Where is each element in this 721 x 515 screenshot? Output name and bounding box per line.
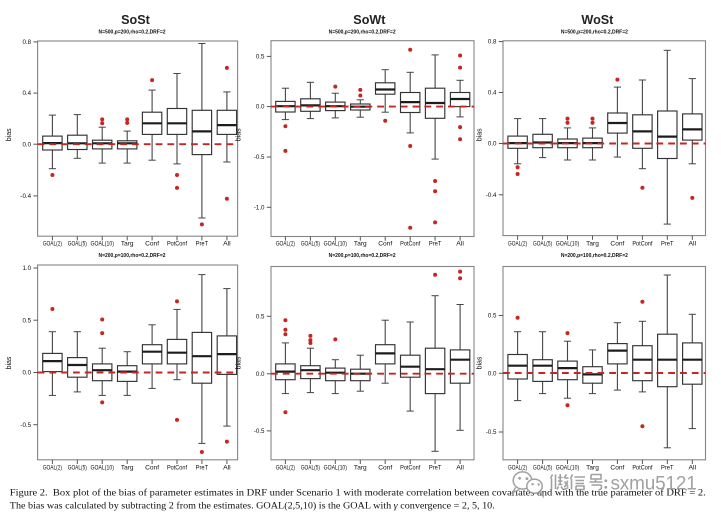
svg-text:Targ: Targ [121, 465, 134, 472]
svg-text:GOAL(5): GOAL(5) [533, 465, 552, 472]
svg-text:GOAL(10): GOAL(10) [91, 465, 114, 472]
svg-text:PreT: PreT [661, 465, 674, 472]
svg-text:bias: bias [236, 128, 243, 141]
svg-text:bias: bias [6, 128, 13, 141]
svg-text:GOAL(5): GOAL(5) [301, 240, 320, 247]
svg-text:GOAL(2): GOAL(2) [508, 240, 527, 247]
svg-text:0.4: 0.4 [488, 90, 497, 97]
svg-text:1.0: 1.0 [22, 265, 31, 272]
svg-text:All: All [689, 240, 697, 247]
svg-text:All: All [456, 240, 464, 247]
svg-text:GOAL(10): GOAL(10) [556, 465, 579, 472]
svg-text:GOAL(5): GOAL(5) [533, 240, 552, 247]
svg-text:Targ: Targ [121, 240, 134, 247]
svg-text:All: All [456, 465, 464, 472]
svg-text:Targ: Targ [354, 240, 367, 247]
svg-text:All: All [223, 465, 231, 472]
svg-text:All: All [689, 465, 697, 472]
svg-text:GOAL(5): GOAL(5) [301, 465, 320, 472]
svg-text:PotConf: PotConf [632, 240, 652, 247]
svg-text:Conf: Conf [378, 465, 392, 472]
svg-text:0.0: 0.0 [22, 141, 31, 148]
svg-text:Conf: Conf [145, 465, 159, 472]
svg-text:PotConf: PotConf [400, 240, 420, 247]
svg-text:N=500,p=200,rho=0.2,DRF=2: N=500,p=200,rho=0.2,DRF=2 [329, 30, 396, 36]
svg-text:Figure 2. Box plot of the bia: Figure 2. Box plot of the bias of parame… [10, 488, 706, 499]
svg-text:GOAL(2): GOAL(2) [43, 465, 62, 472]
svg-text:GOAL(10): GOAL(10) [91, 240, 114, 247]
svg-text:PotConf: PotConf [167, 465, 187, 472]
svg-text:Targ: Targ [586, 465, 599, 472]
svg-text:Conf: Conf [378, 240, 392, 247]
svg-text:N=500,p=200,rho=0.2,DRF=2: N=500,p=200,rho=0.2,DRF=2 [561, 30, 628, 36]
svg-text:-0.5: -0.5 [486, 429, 497, 436]
svg-text:GOAL(10): GOAL(10) [556, 240, 579, 247]
svg-text:0.0: 0.0 [488, 141, 497, 148]
svg-text:-0.5: -0.5 [20, 422, 31, 429]
svg-text:The bias was calculated by sub: The bias was calculated by subtracting 2… [10, 500, 495, 511]
svg-text:-0.5: -0.5 [254, 154, 265, 161]
svg-text:GOAL(10): GOAL(10) [324, 465, 347, 472]
svg-text:Conf: Conf [145, 240, 159, 247]
svg-text:N=200,p=100,rho=0.2,DRF=2: N=200,p=100,rho=0.2,DRF=2 [99, 253, 166, 259]
svg-text:N=200,p=100,rho=0.2,DRF=2: N=200,p=100,rho=0.2,DRF=2 [561, 253, 628, 259]
svg-text:SoSt: SoSt [121, 13, 150, 27]
svg-text:sxmu5121: sxmu5121 [611, 474, 697, 495]
svg-text:PreT: PreT [196, 465, 209, 472]
svg-text:bias: bias [236, 356, 243, 369]
svg-text:bias: bias [477, 128, 484, 141]
svg-text:GOAL(2): GOAL(2) [276, 465, 295, 472]
svg-text:GOAL(2): GOAL(2) [276, 240, 295, 247]
svg-text:PreT: PreT [429, 240, 442, 247]
svg-text:0.4: 0.4 [22, 90, 31, 97]
svg-text:-1.0: -1.0 [254, 204, 265, 211]
svg-text:0.0: 0.0 [256, 104, 265, 111]
svg-text:SoWt: SoWt [353, 13, 386, 27]
svg-text:bias: bias [477, 356, 484, 369]
svg-text:Targ: Targ [354, 465, 367, 472]
svg-text:0.8: 0.8 [22, 39, 31, 46]
svg-text:Conf: Conf [610, 240, 624, 247]
svg-text:PotConf: PotConf [632, 465, 652, 472]
svg-text:0.0: 0.0 [256, 371, 265, 378]
svg-text:bias: bias [6, 356, 13, 369]
svg-text:Conf: Conf [610, 465, 624, 472]
svg-text:Targ: Targ [586, 240, 599, 247]
svg-text:GOAL(10): GOAL(10) [324, 240, 347, 247]
svg-text:GOAL(2): GOAL(2) [508, 465, 527, 472]
svg-text:0.0: 0.0 [22, 370, 31, 377]
svg-text:PreT: PreT [196, 240, 209, 247]
svg-text:N=200,p=100,rho=0.2,DRF=2: N=200,p=100,rho=0.2,DRF=2 [329, 253, 396, 259]
svg-text:0.5: 0.5 [256, 54, 265, 61]
svg-text:PotConf: PotConf [400, 465, 420, 472]
svg-text:N=500,p=200,rho=0.2,DRF=2: N=500,p=200,rho=0.2,DRF=2 [99, 30, 166, 36]
svg-text:All: All [223, 240, 231, 247]
svg-text:WoSt: WoSt [581, 13, 614, 27]
svg-text:PreT: PreT [429, 465, 442, 472]
svg-text:GOAL(5): GOAL(5) [68, 240, 87, 247]
svg-text:GOAL(5): GOAL(5) [68, 465, 87, 472]
svg-text:0.5: 0.5 [256, 313, 265, 320]
svg-text:-0.4: -0.4 [486, 192, 497, 199]
svg-text:PreT: PreT [661, 240, 674, 247]
svg-text:GOAL(2): GOAL(2) [43, 240, 62, 247]
svg-text:-0.5: -0.5 [254, 428, 265, 435]
svg-text:0.5: 0.5 [488, 313, 497, 320]
svg-text:-0.4: -0.4 [20, 193, 31, 200]
svg-text:0.8: 0.8 [488, 39, 497, 46]
svg-text:PotConf: PotConf [167, 240, 187, 247]
svg-text:0.5: 0.5 [22, 317, 31, 324]
svg-text:0.0: 0.0 [488, 370, 497, 377]
